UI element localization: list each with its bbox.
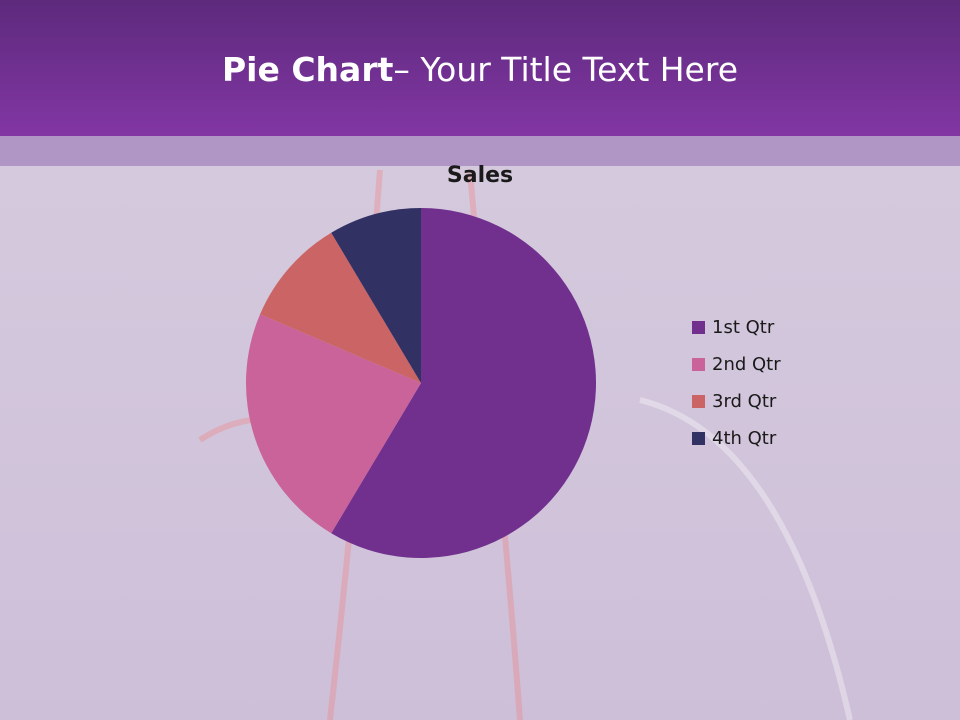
pie-slice xyxy=(245,314,421,534)
legend-label: 4th Qtr xyxy=(712,428,777,449)
header: Pie Chart– Your Title Text Here xyxy=(0,0,960,136)
pie-slice xyxy=(331,208,597,558)
pie-slice xyxy=(260,232,421,383)
title-rest: – Your Title Text Here xyxy=(393,50,739,89)
header-band xyxy=(0,136,960,166)
legend-swatch xyxy=(692,358,705,371)
legend-label: 2nd Qtr xyxy=(712,354,781,375)
legend-swatch xyxy=(692,432,705,445)
legend-label: 3rd Qtr xyxy=(712,391,777,412)
legend-label: 1st Qtr xyxy=(712,317,775,338)
legend-swatch xyxy=(692,395,705,408)
chart-title: Sales xyxy=(447,163,513,188)
legend-swatch xyxy=(692,321,705,334)
pie-slice xyxy=(331,208,421,383)
title-bold: Pie Chart xyxy=(221,50,394,89)
